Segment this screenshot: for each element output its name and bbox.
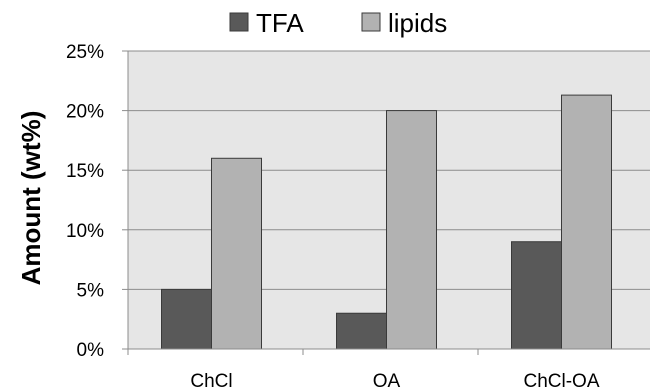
bar-tfa-oa — [336, 312, 387, 350]
legend-label-lipids: lipids — [388, 8, 447, 38]
legend-swatch-lipids — [361, 12, 381, 32]
y-tick-label: 25% — [66, 42, 104, 63]
y-axis-label: Amount (wt%) — [16, 111, 46, 286]
x-category-label: ChCl-OA — [523, 371, 599, 391]
y-tick-label: 0% — [77, 340, 105, 361]
legend-swatch-tfa — [229, 12, 249, 32]
x-category-labels: ChCl OA ChCl-OA — [190, 371, 599, 391]
bar-lipids-chcl — [211, 157, 262, 350]
y-tick-label: 10% — [66, 221, 104, 242]
x-category-label: OA — [373, 371, 401, 391]
y-tick-labels: 0% 5% 10% 15% 20% 25% — [66, 42, 104, 361]
bar-lipids-oa — [386, 110, 437, 350]
bar-tfa-chcl-oa — [511, 241, 562, 350]
bar-lipids-chcl-oa — [561, 94, 612, 350]
bar-tfa-chcl — [161, 288, 212, 350]
y-tick-label: 20% — [66, 102, 104, 123]
y-tick-label: 5% — [77, 280, 105, 301]
legend: TFA lipids — [229, 8, 447, 38]
legend-label-tfa: TFA — [256, 8, 304, 38]
axes — [122, 50, 650, 355]
bars — [161, 94, 612, 350]
y-tick-label: 15% — [66, 161, 104, 182]
x-category-label: ChCl — [190, 371, 232, 391]
